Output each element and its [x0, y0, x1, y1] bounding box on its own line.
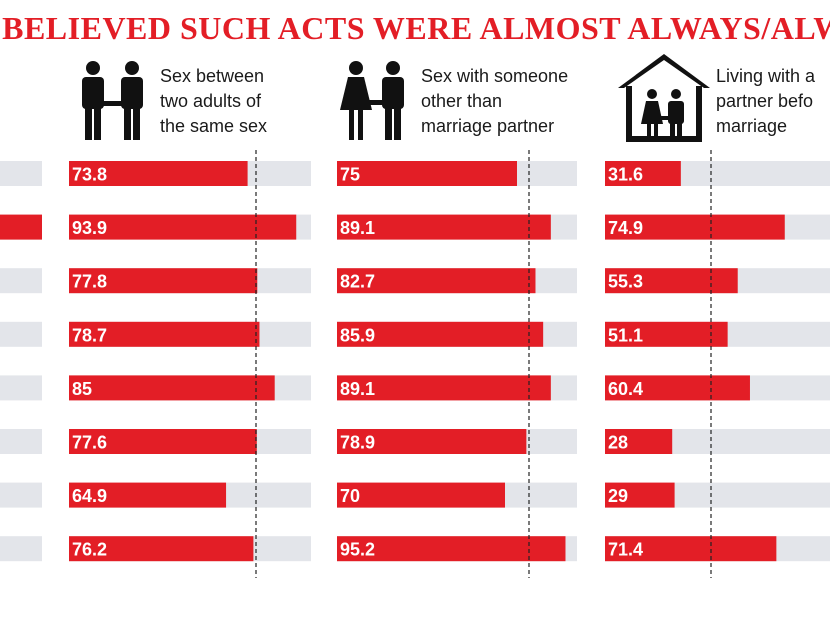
bar-value-label: 78.7 [72, 325, 107, 345]
bar-value-label: 55.3 [608, 272, 643, 292]
bar-value-label: 85.9 [340, 325, 375, 345]
partial-track [0, 375, 42, 401]
bar-value-label: 64.9 [72, 486, 107, 506]
partial-track [0, 321, 42, 347]
bar-value-label: 28 [608, 433, 628, 453]
partial-track [0, 429, 42, 454]
bar [605, 536, 777, 562]
bar-value-label: 77.6 [72, 433, 107, 453]
bar [69, 375, 275, 401]
woman-man-couple-icon [340, 61, 404, 140]
bar [605, 321, 728, 347]
bar-value-label: 82.7 [340, 272, 375, 292]
bar [69, 321, 260, 347]
column-label-same-sex: Sex between two adults of the same sex [160, 66, 268, 136]
bar-value-label: 89.1 [340, 379, 375, 399]
bar-value-label: 76.2 [72, 540, 107, 560]
bar [337, 536, 566, 562]
bar [337, 214, 551, 240]
bar [337, 429, 527, 454]
bar [337, 268, 536, 294]
bar-value-label: 70 [340, 486, 360, 506]
bar-value-label: 51.1 [608, 325, 643, 345]
bar [605, 268, 738, 294]
bar [69, 268, 258, 294]
bar-value-label: 85 [72, 379, 92, 399]
bar [605, 375, 750, 401]
bar-value-label: 71.4 [608, 540, 643, 560]
bar-value-label: 93.9 [72, 218, 107, 238]
bar [69, 214, 297, 240]
bar [605, 429, 673, 454]
bar [605, 214, 785, 240]
bar [69, 161, 248, 186]
column-label-cohabitation: Living with a partner befo marriage [716, 66, 816, 136]
bar [605, 161, 681, 186]
partial-track [0, 161, 42, 186]
bar [69, 482, 227, 508]
bar [337, 482, 505, 508]
bar [337, 321, 544, 347]
partial-track [0, 482, 42, 508]
same-sex-couple-icon [82, 61, 143, 140]
partial-track [0, 536, 42, 562]
bar [337, 161, 517, 186]
bar [337, 375, 551, 401]
bar-value-label: 73.8 [72, 165, 107, 185]
bar [605, 482, 675, 508]
partial-bar [0, 214, 42, 240]
column-label-extramarital: Sex with someone other than marriage par… [421, 66, 569, 136]
bar [69, 536, 254, 562]
couple-in-house-icon [618, 54, 710, 142]
bar-value-label: 60.4 [608, 379, 643, 399]
partial-track [0, 268, 42, 294]
bar-value-label: 29 [608, 486, 628, 506]
bar-value-label: 89.1 [340, 218, 375, 238]
bar-value-label: 75 [340, 165, 360, 185]
bar-value-label: 78.9 [340, 433, 375, 453]
bar [69, 429, 257, 454]
bar-value-label: 95.2 [340, 540, 375, 560]
bar-value-label: 77.8 [72, 272, 107, 292]
chart-title: D BELIEVED SUCH ACTS WERE ALMOST ALWAYS/… [0, 10, 830, 46]
bar-value-label: 31.6 [608, 165, 643, 185]
bar-value-label: 74.9 [608, 218, 643, 238]
